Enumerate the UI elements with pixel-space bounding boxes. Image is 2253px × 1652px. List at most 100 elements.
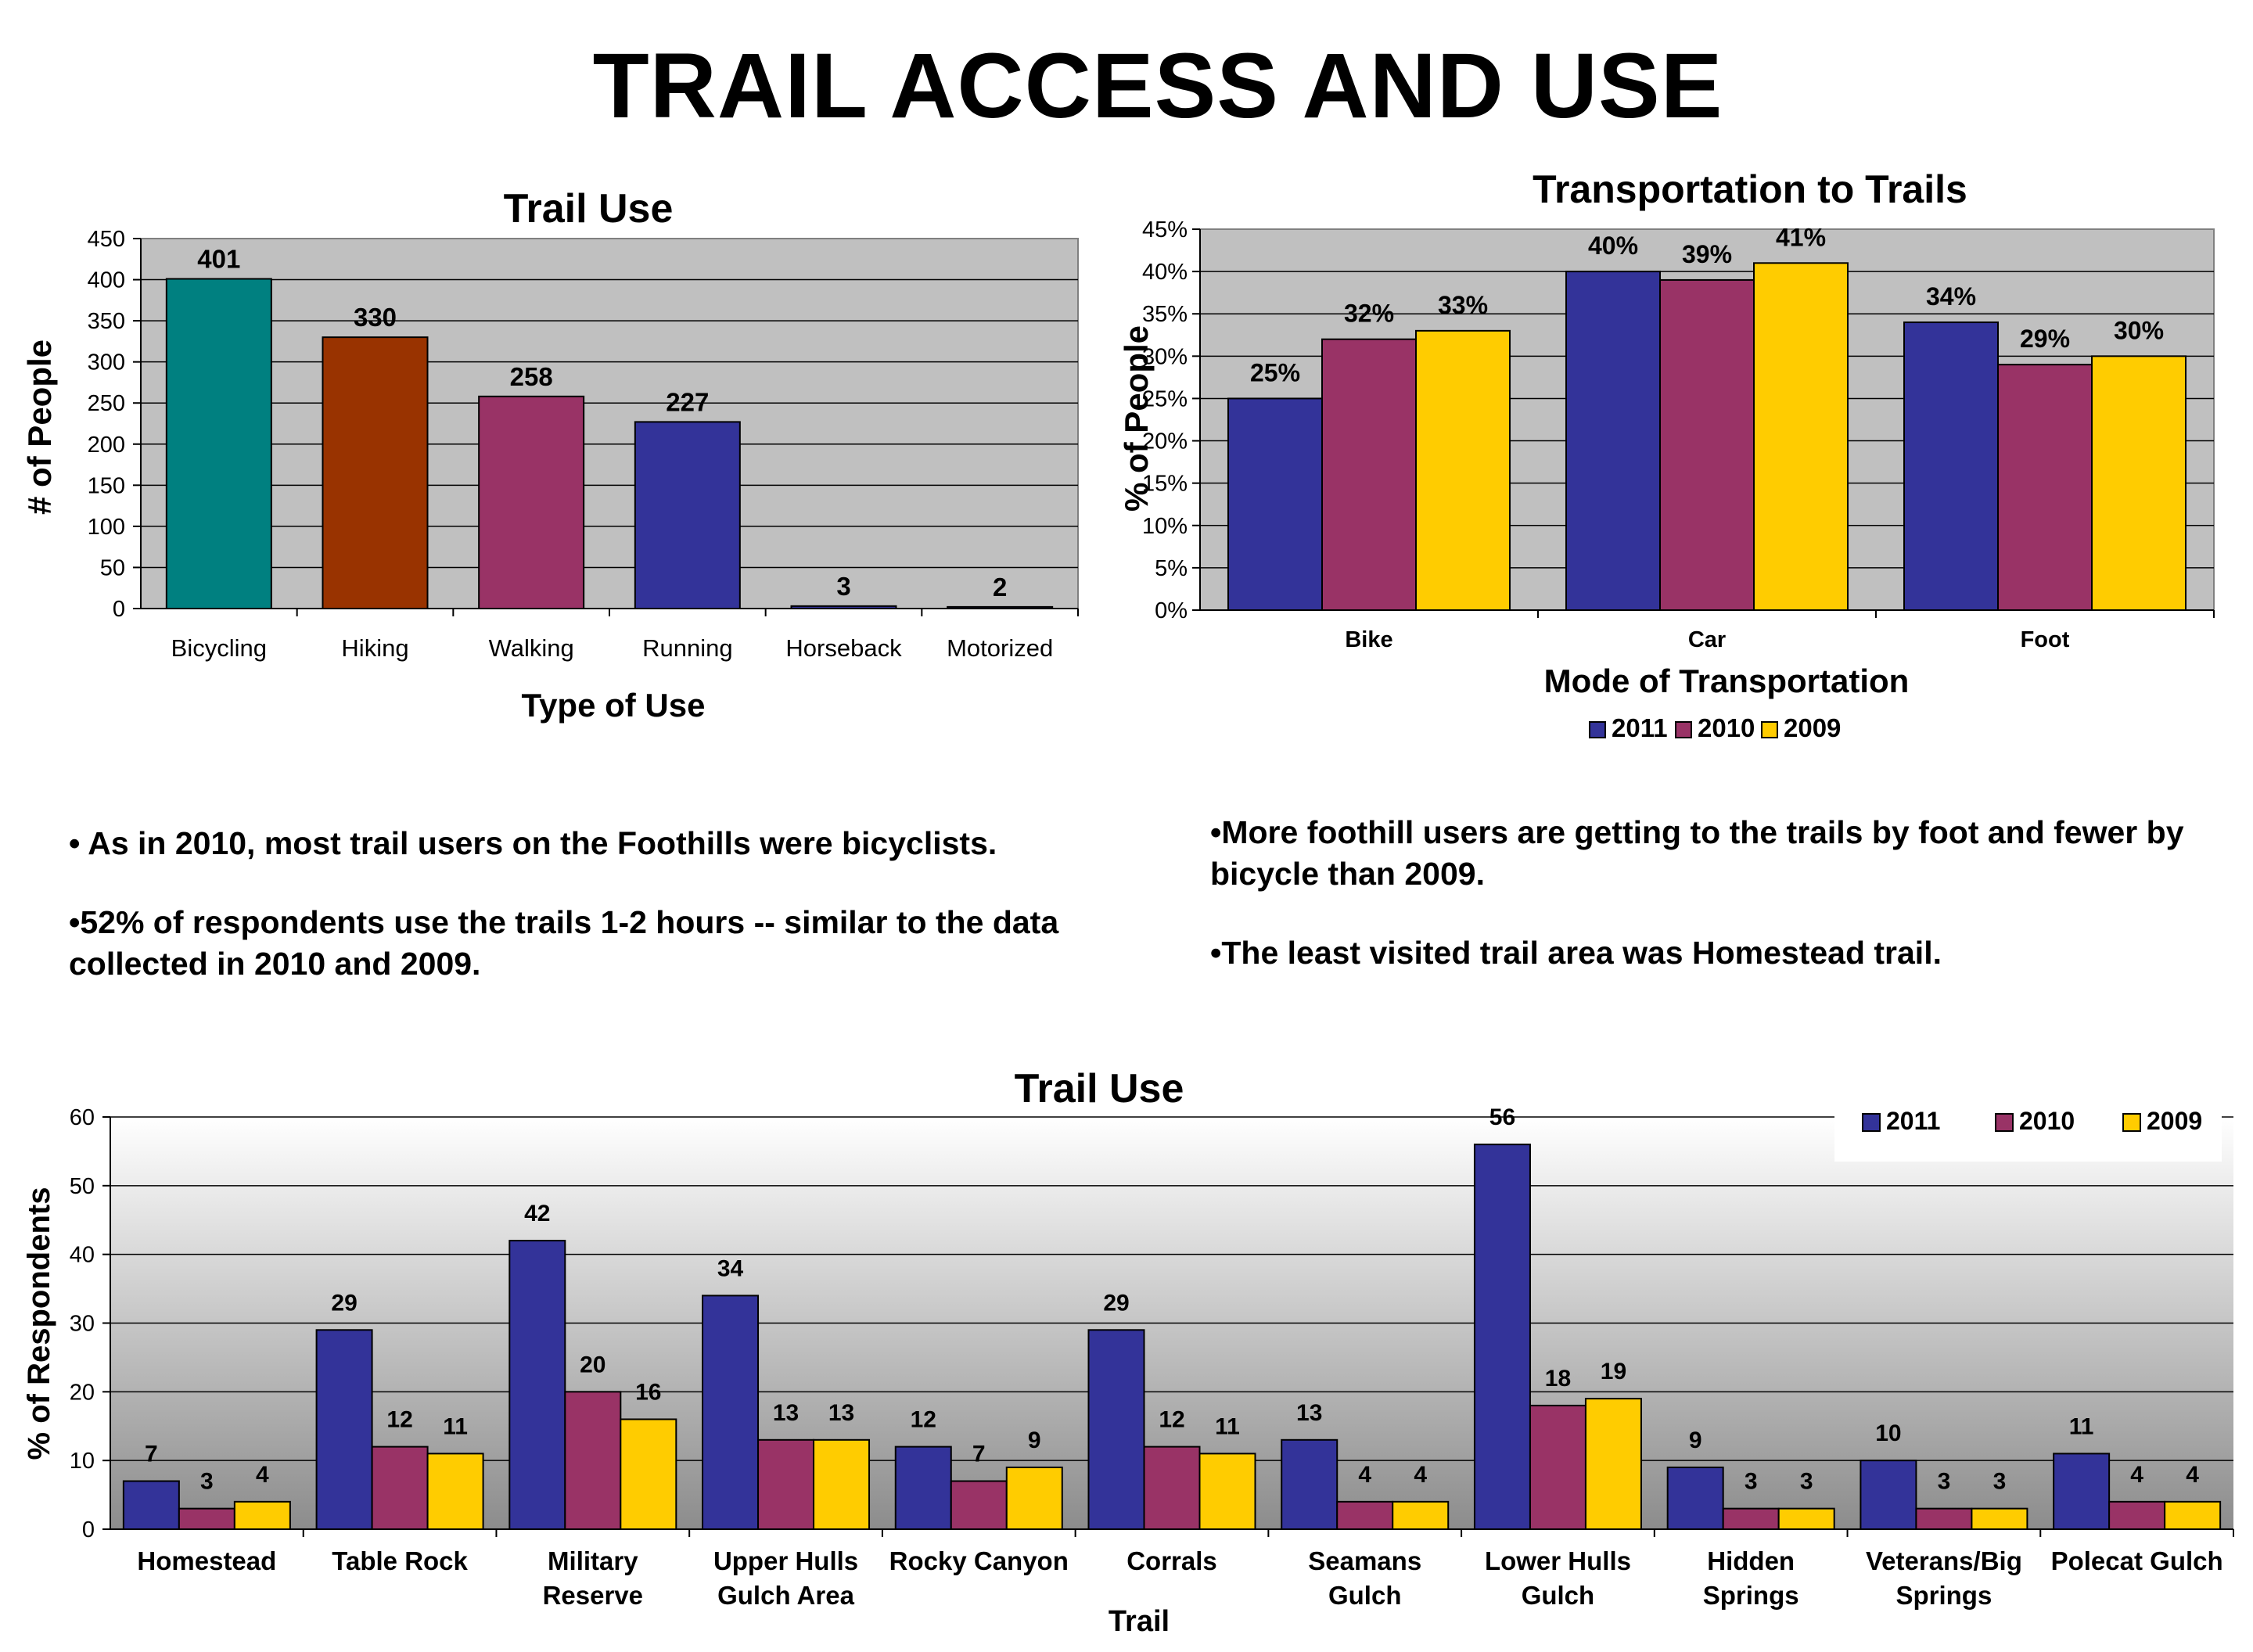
bar-2010 (950, 1480, 1008, 1530)
legend-swatch-2010 (1995, 1113, 2014, 1132)
y-tick-label: 20% (1142, 429, 1188, 454)
bar-2011 (1666, 1466, 1724, 1531)
y-tick-label: 150 (88, 473, 125, 498)
y-axis-title: # of People (21, 339, 58, 515)
plot-area (140, 238, 1079, 609)
bar-2009 (1392, 1500, 1450, 1530)
data-label: 3 (200, 1469, 214, 1495)
data-label: 42 (524, 1201, 550, 1226)
bar-2009 (1198, 1453, 1256, 1530)
x-tick-label: Bike (1345, 627, 1392, 652)
x-axis-title: Type of Use (522, 687, 706, 724)
data-label: 29 (331, 1290, 357, 1316)
bar-2011 (894, 1446, 952, 1531)
x-tick-label: Table Rock (332, 1546, 468, 1575)
bar-2010 (1659, 278, 1755, 612)
x-tick-label: Car (1688, 627, 1726, 652)
data-label: 56 (1489, 1104, 1515, 1130)
y-tick-label: 30 (70, 1312, 95, 1337)
data-label: 29 (1103, 1290, 1129, 1316)
data-label: 30% (2114, 316, 2164, 344)
bar-2010 (1321, 338, 1417, 611)
data-label: 16 (635, 1379, 661, 1405)
bar-2009 (1753, 262, 1849, 612)
y-tick-label: 30% (1142, 344, 1188, 369)
legend-swatch-2011 (1862, 1113, 1881, 1132)
data-label: 10 (1875, 1420, 1901, 1446)
x-tick-label: Military (548, 1546, 638, 1575)
bar-2010 (1915, 1507, 1973, 1531)
bullet-homestead: •The least visited trail area was Homest… (1210, 935, 1942, 971)
bar-2011 (1281, 1438, 1339, 1531)
data-label: 7 (972, 1442, 986, 1467)
bar-2009 (620, 1418, 677, 1531)
x-tick-label: Hiking (341, 634, 408, 662)
bar-2011 (702, 1295, 760, 1530)
data-label: 12 (386, 1407, 412, 1433)
data-label: 25% (1250, 358, 1300, 386)
data-label: 12 (1159, 1407, 1184, 1433)
bar-2010 (1722, 1507, 1780, 1531)
bar-2010 (371, 1446, 429, 1531)
x-tick-label: Homestead (137, 1546, 276, 1575)
data-label: 13 (828, 1400, 854, 1426)
data-label: 4 (2130, 1462, 2143, 1488)
bar-2010 (564, 1391, 622, 1531)
bar-2011 (1473, 1144, 1531, 1530)
data-label: 7 (145, 1442, 158, 1467)
chart-title: Trail Use (504, 186, 674, 232)
data-label: 18 (1545, 1366, 1571, 1392)
bar-2011 (1860, 1460, 1917, 1530)
bar-2010 (178, 1507, 235, 1531)
y-tick-label: 5% (1155, 556, 1188, 581)
data-label: 227 (666, 387, 709, 416)
right-bullets: •More foothill users are getting to the … (1210, 812, 2227, 1011)
data-label: 3 (836, 572, 850, 601)
y-tick-label: 300 (88, 350, 125, 375)
legend-label-2009: 2009 (1784, 713, 1841, 742)
data-label: 258 (510, 362, 553, 391)
bar-2010 (1336, 1500, 1394, 1530)
y-tick-label: 350 (88, 309, 125, 334)
x-tick-label: Hidden (1707, 1546, 1795, 1575)
bar (478, 395, 585, 609)
data-label: 11 (2069, 1413, 2094, 1439)
legend-swatch-2010 (1675, 721, 1692, 738)
data-label: 330 (354, 303, 397, 332)
data-label: 3 (1745, 1469, 1758, 1495)
x-tick-label: Gulch Area (717, 1581, 854, 1610)
legend-label-2010: 2010 (1698, 713, 1755, 742)
bar-2009 (2091, 355, 2187, 611)
bar-2009 (2164, 1500, 2222, 1530)
data-label: 20 (580, 1352, 605, 1377)
y-axis-title: % of People (1118, 325, 1155, 512)
bar-2009 (233, 1500, 291, 1530)
y-tick-label: 450 (88, 227, 125, 252)
bar-2009 (1971, 1507, 2028, 1531)
data-label: 4 (1358, 1462, 1371, 1488)
data-label: 3 (1993, 1469, 2007, 1495)
data-label: 12 (911, 1407, 936, 1433)
y-tick-label: 0% (1155, 598, 1188, 623)
x-tick-label: Upper Hulls (713, 1546, 858, 1575)
y-tick-label: 0 (113, 597, 125, 622)
bar-2009 (1584, 1398, 1642, 1530)
bar-2011 (1565, 271, 1661, 611)
x-axis-title: Trail (1109, 1605, 1170, 1638)
bar-2010 (1529, 1404, 1586, 1530)
y-tick-label: 45% (1142, 217, 1188, 242)
y-tick-label: 40% (1142, 260, 1188, 285)
y-tick-label: 200 (88, 433, 125, 458)
y-axis-title: % of Respondents (22, 1187, 56, 1460)
x-tick-label: Gulch (1328, 1581, 1402, 1610)
data-label: 34 (717, 1255, 744, 1281)
bar (165, 278, 272, 609)
trail-use-type-chart: Trail Use 0 50 100 150 200 250 300 350 400 450 401 B… (21, 186, 1079, 724)
y-tick-label: 50 (100, 555, 125, 580)
legend-box (1834, 1099, 2222, 1162)
x-tick-label: Foot (2021, 627, 2070, 652)
y-tick-label: 10 (70, 1449, 95, 1474)
x-tick-label: Seamans (1308, 1546, 1421, 1575)
x-tick-label: Horseback (785, 634, 902, 662)
legend-swatch-2009 (1761, 721, 1778, 738)
